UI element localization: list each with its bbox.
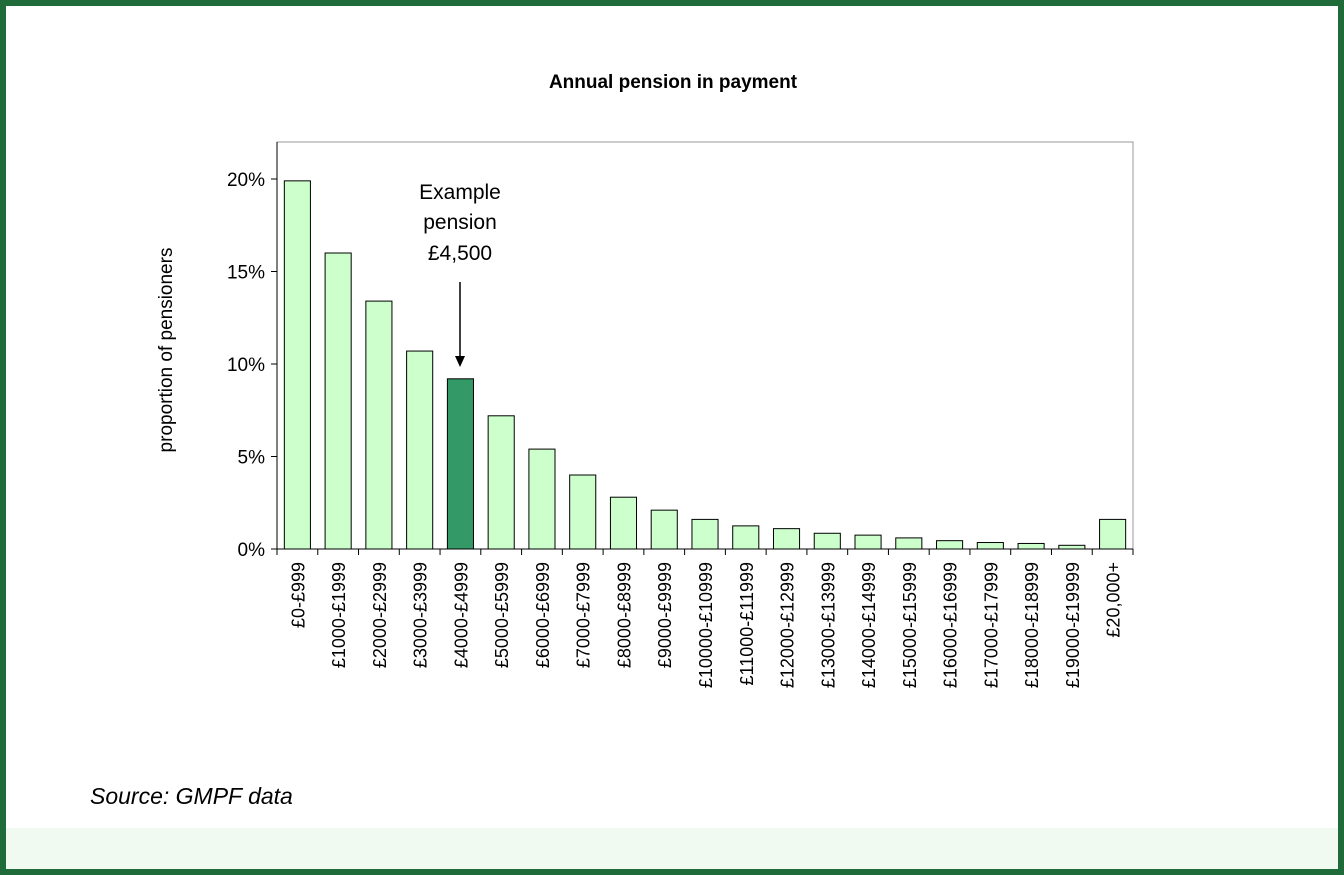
footer-band (6, 828, 1338, 869)
bar (406, 350, 434, 550)
y-tick-label: 0% (238, 540, 266, 561)
annotation-line: pension (423, 211, 497, 234)
bar (324, 252, 352, 550)
bar (1099, 518, 1127, 550)
bar (813, 532, 841, 550)
x-tick-label: £1000-£1999 (329, 562, 349, 668)
bar (1017, 542, 1045, 550)
x-tick-label: £2000-£2999 (370, 562, 390, 668)
bar (1058, 544, 1086, 550)
annotation: Example pension £4,500 (419, 181, 501, 367)
y-axis-label: proportion of pensioners (156, 248, 177, 453)
annotation-line: £4,500 (428, 242, 492, 265)
x-tick-label: £11000-£11999 (737, 562, 757, 685)
y-tick-label: 15% (227, 263, 265, 284)
bar (283, 180, 311, 550)
bar (691, 518, 719, 550)
y-tick-label: 5% (238, 448, 266, 469)
annotation-line: Example (419, 181, 501, 204)
chart-title: Annual pension in payment (549, 72, 798, 93)
x-tick-label: £7000-£7999 (574, 562, 594, 668)
x-tick-label: £12000-£12999 (778, 562, 798, 688)
bar (772, 528, 801, 550)
bar (650, 509, 678, 550)
x-tick-label: £13000-£13999 (818, 562, 838, 688)
x-tick-label: £17000-£17999 (981, 562, 1001, 688)
bar (609, 496, 638, 550)
x-tick-label: £10000-£10999 (696, 562, 716, 688)
bar (732, 525, 760, 550)
x-tick-label: £9000-£9999 (655, 562, 675, 668)
y-tick-label: 10% (227, 355, 265, 376)
y-tick-label: 20% (227, 170, 265, 191)
bar (854, 534, 882, 550)
bar (976, 542, 1004, 550)
x-tick-label: £5000-£5999 (492, 562, 512, 668)
x-tick-label: £18000-£18999 (1022, 562, 1042, 688)
x-tick-label: £15000-£15999 (900, 562, 920, 688)
x-tick-label: £14000-£14999 (859, 562, 879, 688)
bar (365, 300, 393, 550)
x-tick-label: £8000-£8999 (614, 562, 634, 668)
x-tick-label: £6000-£6999 (533, 562, 553, 668)
x-tick-label: £20,000+ (1104, 562, 1124, 638)
source-note: Source: GMPF data (90, 783, 293, 809)
bar (446, 378, 474, 550)
bar (487, 415, 515, 550)
x-tick-label: £4000-£4999 (451, 562, 471, 668)
bar (895, 537, 923, 550)
bar (936, 540, 964, 550)
x-tick-label: £16000-£16999 (941, 562, 961, 688)
arrow-head (455, 356, 465, 367)
x-tick-label: £3000-£3999 (411, 562, 431, 668)
bar (528, 448, 556, 550)
x-tick-label: £19000-£19999 (1063, 562, 1083, 688)
bar (569, 474, 597, 550)
x-tick-label: £0-£999 (288, 562, 308, 628)
